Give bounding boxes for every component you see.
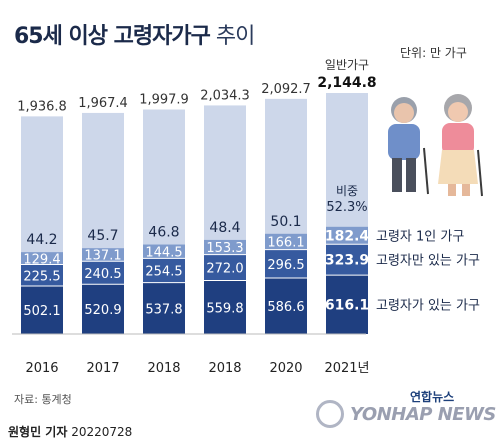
bar-alone xyxy=(326,226,368,245)
label-general-title: 일반가구 xyxy=(325,58,369,72)
bar-with-elderly xyxy=(82,284,124,334)
elderly-woman-icon xyxy=(438,94,483,197)
label-elderly-only: 240.5 xyxy=(84,267,121,282)
source-note: 자료: 통계청 xyxy=(14,393,72,406)
label-alone: 182.4 xyxy=(325,229,370,245)
bar-with-elderly xyxy=(204,280,246,334)
label-alone: 129.4 xyxy=(23,252,60,267)
label-ratio: 52.3% xyxy=(326,200,367,215)
x-tick-label: 2021년 xyxy=(324,361,369,376)
label-ratio: 45.7 xyxy=(87,228,118,244)
yonhap-logo-icon xyxy=(316,400,344,428)
label-elderly-only: 225.5 xyxy=(23,269,60,284)
credit-line: 원형민 기자 20220728 xyxy=(8,423,132,440)
bar-elderly-only xyxy=(326,244,368,276)
label-general: 2,092.7 xyxy=(261,82,311,97)
x-tick-label: 2017 xyxy=(86,361,119,376)
label-alone: 166.1 xyxy=(267,236,304,251)
title-sub: 추이 xyxy=(215,24,255,49)
label-elderly-only: 272.0 xyxy=(206,262,243,277)
bar-elderly-only xyxy=(143,258,185,283)
label-with-elderly: 616.1 xyxy=(325,298,369,314)
elderly-man-icon xyxy=(388,97,429,195)
legend-elderly-only: 고령자만 있는 가구 xyxy=(376,254,480,269)
bar-with-elderly xyxy=(143,282,185,334)
label-general: 1,967.4 xyxy=(78,96,128,111)
logo-english: YONHAP NEWS xyxy=(350,404,496,425)
legend-alone: 고령자 1인 가구 xyxy=(376,230,464,245)
label-elderly-only: 323.9 xyxy=(325,253,369,269)
bar-alone xyxy=(265,233,307,250)
label-alone: 137.1 xyxy=(84,249,121,264)
bar-elderly-only xyxy=(204,254,246,281)
bar-with-elderly xyxy=(326,275,368,334)
x-tick-label: 2020 xyxy=(269,361,302,376)
label-alone: 153.3 xyxy=(206,241,243,256)
label-general: 1,936.8 xyxy=(17,99,67,114)
label-general: 2,144.8 xyxy=(317,75,376,91)
label-ratio: 44.2 xyxy=(26,232,57,248)
chart-title: 65세 이상 고령자가구 추이 xyxy=(14,18,255,50)
label-with-elderly: 520.9 xyxy=(84,303,121,318)
label-with-elderly: 537.8 xyxy=(145,302,182,317)
label-alone: 144.5 xyxy=(145,245,182,260)
elderly-couple-illustration xyxy=(388,94,483,197)
bar-elderly-only xyxy=(82,261,124,285)
legend-with-elderly: 고령자가 있는 가구 xyxy=(376,299,480,314)
unit-label: 단위: 만 가구 xyxy=(400,46,467,60)
label-ratio: 46.8 xyxy=(148,225,179,241)
x-tick-label: 2018 xyxy=(208,361,241,376)
bar-elderly-only xyxy=(265,249,307,278)
label-with-elderly: 502.1 xyxy=(23,304,60,319)
bar-alone xyxy=(204,239,246,255)
label-ratio: 50.1 xyxy=(270,214,301,230)
title-main: 65세 이상 고령자가구 xyxy=(14,24,211,49)
credit-date: 20220728 xyxy=(71,425,133,439)
bar-with-elderly xyxy=(265,277,307,334)
bar-alone xyxy=(82,248,124,262)
label-ratio: 48.4 xyxy=(209,220,240,236)
label-elderly-only: 296.5 xyxy=(267,258,304,273)
label-general: 1,997.9 xyxy=(139,93,189,108)
label-with-elderly: 559.8 xyxy=(206,301,243,316)
x-tick-label: 2018 xyxy=(147,361,180,376)
bar-with-elderly xyxy=(21,286,63,334)
bar-alone xyxy=(21,252,63,265)
credit-name: 원형민 기자 xyxy=(8,425,68,439)
logo-korean: 연합뉴스 xyxy=(410,390,455,404)
label-with-elderly: 586.6 xyxy=(267,300,304,315)
bar-alone xyxy=(143,244,185,259)
label-general: 2,034.3 xyxy=(200,88,250,103)
x-tick-label: 2016 xyxy=(25,361,58,376)
label-elderly-only: 254.5 xyxy=(145,264,182,279)
bar-elderly-only xyxy=(21,264,63,287)
label-ratio-title: 비중 xyxy=(336,184,358,198)
